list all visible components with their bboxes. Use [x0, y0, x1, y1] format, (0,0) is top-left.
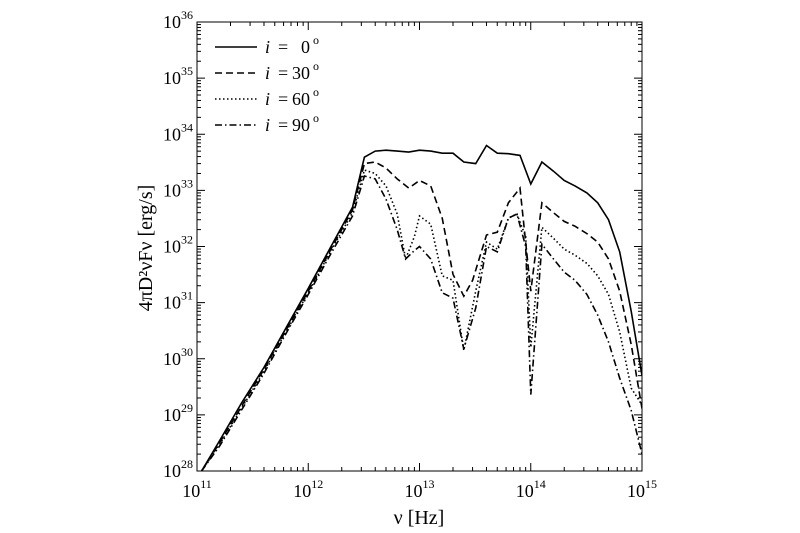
- labels-layer: 1011 1012 1013 1014 101510281029103010311032…: [163, 8, 657, 501]
- x-tick-label-base: 10: [405, 481, 423, 501]
- legend-label: i = 60 o: [265, 85, 319, 109]
- y-tick-label-exponent: 32: [181, 233, 193, 247]
- legend-num: 60: [292, 89, 310, 109]
- y-tick-label-exponent: 29: [181, 401, 193, 415]
- x-tick-label-exponent: 15: [645, 477, 657, 491]
- y-tick-label-exponent: 36: [181, 8, 193, 22]
- legend-var: i: [265, 63, 270, 83]
- legend-num: 30: [292, 63, 310, 83]
- legend-label: i = 30 o: [265, 59, 319, 83]
- series-layer: [200, 144, 642, 471]
- legend-eq: =: [278, 63, 288, 83]
- y-tick-label-exponent: 34: [181, 120, 193, 134]
- y-tick-label-base: 10: [163, 293, 181, 313]
- legend-num: 0: [301, 37, 310, 57]
- legend-entry: i = 0 o: [215, 33, 319, 57]
- y-tick-label: 1029: [163, 401, 193, 425]
- legend-eq: =: [278, 115, 288, 135]
- y-tick-label-exponent: 35: [181, 64, 193, 78]
- series-line-i-0: [200, 144, 642, 471]
- legend-entries: i = 0 oi = 30 oi = 60 oi = 90 o: [215, 33, 319, 135]
- x-tick-label-exponent: 11: [200, 477, 212, 491]
- legend: i = 0 oi = 30 oi = 60 oi = 90 o: [215, 33, 319, 135]
- x-tick-label-base: 10: [627, 481, 645, 501]
- legend-label: i = 90 o: [265, 111, 319, 135]
- legend-entry: i = 30 o: [215, 59, 319, 83]
- legend-var: i: [265, 115, 270, 135]
- y-tick-label-base: 10: [163, 180, 181, 200]
- legend-eq: =: [278, 37, 288, 57]
- y-axis-label: 4πD²νFν [erg/s]: [135, 185, 157, 312]
- series-line-i-90: [200, 175, 642, 471]
- legend-num: 90: [292, 115, 310, 135]
- y-tick-label: 1035: [163, 64, 193, 88]
- y-tick-label: 1034: [163, 120, 193, 144]
- y-tick-label-exponent: 30: [181, 345, 193, 359]
- x-tick-label: 1012: [293, 477, 323, 501]
- series-line-i-30: [200, 161, 642, 471]
- legend-degree: o: [313, 111, 319, 125]
- y-tick-label-exponent: 33: [181, 176, 193, 190]
- x-tick-label: 1014: [516, 477, 546, 501]
- x-tick-label-exponent: 13: [423, 477, 435, 491]
- y-tick-label-base: 10: [163, 12, 181, 32]
- legend-degree: o: [313, 59, 319, 73]
- x-tick-label-base: 10: [293, 481, 311, 501]
- x-tick-label-exponent: 12: [311, 477, 323, 491]
- y-tick-label-base: 10: [163, 349, 181, 369]
- plot-frame: [196, 21, 643, 472]
- y-tick-label: 1036: [163, 8, 193, 32]
- legend-entry: i = 60 o: [215, 85, 319, 109]
- x-tick-label-exponent: 14: [534, 477, 546, 491]
- y-tick-label-base: 10: [163, 124, 181, 144]
- y-tick-label: 1030: [163, 345, 193, 369]
- x-tick-label-base: 10: [182, 481, 200, 501]
- y-tick-label: 1033: [163, 176, 193, 200]
- y-tick-label: 1028: [163, 457, 193, 481]
- y-tick-label-base: 10: [163, 405, 181, 425]
- legend-var: i: [265, 37, 270, 57]
- legend-degree: o: [313, 33, 319, 47]
- y-tick-label-base: 10: [163, 68, 181, 88]
- x-axis-label: ν [Hz]: [394, 507, 445, 529]
- y-tick-label: 1032: [163, 233, 193, 257]
- x-tick-label: 1013: [405, 477, 435, 501]
- legend-label: i = 0 o: [265, 33, 319, 57]
- series-line-i-60: [200, 169, 642, 471]
- x-tick-label-base: 10: [516, 481, 534, 501]
- y-tick-label-base: 10: [163, 237, 181, 257]
- y-tick-label: 1031: [163, 289, 193, 313]
- y-tick-label-exponent: 31: [181, 289, 193, 303]
- legend-degree: o: [313, 85, 319, 99]
- legend-entry: i = 90 o: [215, 111, 319, 135]
- legend-var: i: [265, 89, 270, 109]
- x-tick-label: 1015: [627, 477, 657, 501]
- y-tick-label-base: 10: [163, 461, 181, 481]
- y-tick-label-exponent: 28: [181, 457, 193, 471]
- x-tick-label: 1011: [182, 477, 212, 501]
- legend-eq: =: [278, 89, 288, 109]
